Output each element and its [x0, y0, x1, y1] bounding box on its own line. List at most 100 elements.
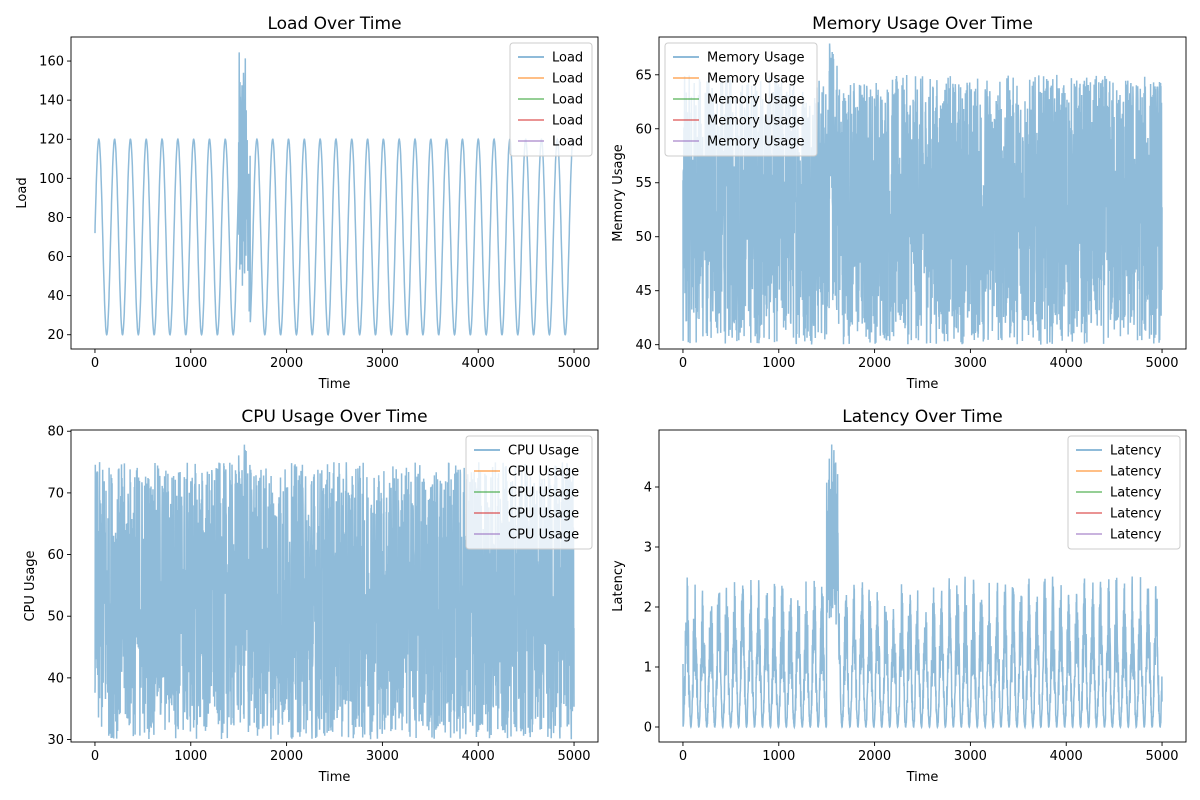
subplot-3: CPU Usage Over Time 0 1000 2000 3000 4000 5000…	[23, 407, 599, 785]
y-tick-label: 120	[39, 133, 64, 148]
x-tick-label: 3000	[954, 356, 987, 371]
legend-entry: CPU Usage	[508, 507, 579, 522]
y-tick-label: 80	[47, 425, 64, 440]
y-tick-label: 2	[644, 601, 652, 616]
y-tick-label: 60	[47, 250, 64, 265]
y-axis-label: CPU Usage	[23, 550, 38, 621]
x-tick-label: 2000	[270, 749, 303, 764]
legend-entry: Load	[552, 51, 583, 66]
legend-entry: Memory Usage	[707, 72, 805, 87]
chart-title: CPU Usage Over Time	[241, 407, 427, 427]
x-tick-label: 3000	[366, 749, 399, 764]
legend-entry: Latency	[1110, 444, 1162, 459]
x-tick-label: 4000	[462, 749, 495, 764]
x-axis-label: Time	[318, 770, 351, 785]
y-tick-label: 60	[635, 122, 652, 137]
subplot-1: Load Over Time 0 1000 2000 3000 4000 5000 20 40 6…	[15, 14, 599, 392]
y-tick-label: 0	[644, 721, 652, 736]
x-tick-label: 1000	[762, 749, 795, 764]
x-axis-label: Time	[318, 377, 351, 392]
x-tick-label: 4000	[1050, 749, 1083, 764]
y-tick-label: 30	[47, 733, 64, 748]
x-tick-label: 5000	[557, 356, 590, 371]
y-tick-label: 3	[644, 541, 652, 556]
y-axis-label: Load	[15, 177, 30, 208]
legend-entry: Load	[552, 72, 583, 87]
legend-entry: Latency	[1110, 465, 1162, 480]
chart-title: Load Over Time	[267, 14, 401, 34]
x-tick-label: 1000	[174, 749, 207, 764]
x-axis-label: Time	[906, 377, 939, 392]
y-tick-label: 55	[635, 176, 652, 191]
y-tick-label: 40	[47, 289, 64, 304]
y-tick-label: 100	[39, 172, 64, 187]
axes-frame	[658, 36, 1187, 350]
legend-entry: Load	[552, 114, 583, 129]
subplot-4: Latency Over Time 0 1000 2000 3000 4000 5000 0 1…	[611, 407, 1187, 785]
legend-box	[1067, 435, 1181, 550]
y-axis-label: Memory Usage	[611, 144, 626, 242]
x-tick-label: 2000	[858, 356, 891, 371]
legend: CPU Usage CPU Usage CPU Usage CPU Usage CPU …	[465, 435, 593, 550]
y-tick-label: 160	[39, 55, 64, 70]
y-tick-label: 70	[47, 486, 64, 501]
series-line-load	[94, 52, 575, 337]
x-tick-label: 2000	[270, 356, 303, 371]
subplot-2: Memory Usage Over Time 0 1000 2000 3000 4000 5…	[611, 14, 1187, 392]
legend-entry: Latency	[1110, 528, 1162, 543]
legend-entry: Memory Usage	[707, 114, 805, 129]
x-tick-label: 1000	[174, 356, 207, 371]
y-tick-label: 60	[47, 548, 64, 563]
legend-box	[509, 42, 593, 157]
x-tick-label: 5000	[1145, 749, 1178, 764]
chart-title: Memory Usage Over Time	[812, 14, 1033, 34]
y-tick-label: 80	[47, 211, 64, 226]
axes-frame	[70, 429, 599, 743]
y-tick-label: 50	[47, 610, 64, 625]
y-tick-label: 20	[47, 328, 64, 343]
y-axis-label: Latency	[611, 560, 626, 612]
chart-title: Latency Over Time	[842, 407, 1003, 427]
x-tick-label: 2000	[858, 749, 891, 764]
x-tick-label: 0	[679, 749, 687, 764]
x-axis-label: Time	[906, 770, 939, 785]
x-tick-label: 0	[679, 356, 687, 371]
y-tick-label: 45	[635, 284, 652, 299]
legend: Latency Latency Latency Latency Latency	[1067, 435, 1181, 550]
legend-entry: CPU Usage	[508, 444, 579, 459]
legend: Load Load Load Load Load	[509, 42, 593, 157]
y-tick-label: 140	[39, 94, 64, 109]
legend-entry: Memory Usage	[707, 93, 805, 108]
legend-entry: Load	[552, 135, 583, 150]
legend-box	[664, 42, 818, 157]
x-tick-label: 5000	[557, 749, 590, 764]
legend: Memory Usage Memory Usage Memory Usage Memo…	[664, 42, 818, 157]
series-line-cpu-usage	[94, 444, 575, 740]
legend-entry: CPU Usage	[508, 528, 579, 543]
legend-box	[465, 435, 593, 550]
y-tick-label: 40	[47, 671, 64, 686]
x-tick-label: 4000	[1050, 356, 1083, 371]
legend-entry: Memory Usage	[707, 135, 805, 150]
x-tick-label: 5000	[1145, 356, 1178, 371]
y-tick-label: 40	[635, 338, 652, 353]
x-tick-label: 3000	[954, 749, 987, 764]
legend-entry: Load	[552, 93, 583, 108]
y-tick-label: 65	[635, 68, 652, 83]
x-tick-label: 0	[91, 749, 99, 764]
series-line-latency	[682, 444, 1163, 730]
y-tick-label: 4	[644, 481, 652, 496]
legend-entry: Latency	[1110, 507, 1162, 522]
legend-entry: Latency	[1110, 486, 1162, 501]
legend-entry: CPU Usage	[508, 486, 579, 501]
legend-entry: CPU Usage	[508, 465, 579, 480]
axes-frame	[70, 36, 599, 350]
y-tick-label: 1	[644, 661, 652, 676]
x-tick-label: 0	[91, 356, 99, 371]
axes-frame	[658, 429, 1187, 743]
y-tick-label: 50	[635, 230, 652, 245]
legend-entry: Memory Usage	[707, 51, 805, 66]
x-tick-label: 4000	[462, 356, 495, 371]
x-tick-label: 3000	[366, 356, 399, 371]
